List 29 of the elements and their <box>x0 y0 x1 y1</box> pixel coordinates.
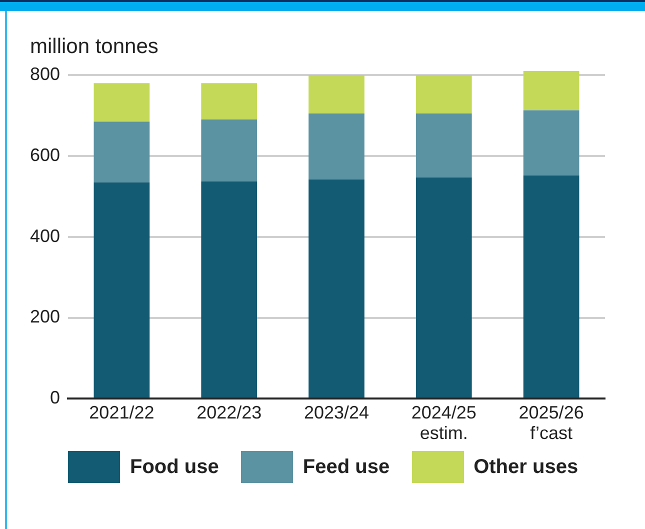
bar <box>201 181 258 398</box>
bar <box>523 71 580 110</box>
bar <box>94 122 150 182</box>
y-tick-label: 800 <box>30 64 60 84</box>
y-tick-label: 600 <box>30 144 60 165</box>
x-tick-label: 2021/22 <box>89 402 154 423</box>
y-axis-title: million tonnes <box>30 35 158 58</box>
x-tick-label: 2022/23 <box>196 402 262 423</box>
bar <box>416 113 472 178</box>
bar <box>201 120 258 182</box>
bar <box>201 83 258 120</box>
legend-label: Feed use <box>302 456 390 478</box>
y-tick-label: 400 <box>30 226 60 246</box>
bar <box>94 182 150 398</box>
y-tick-label: 0 <box>50 388 60 408</box>
x-tick-label: 2024/25 estim. <box>411 402 476 443</box>
y-tick-label: 200 <box>30 306 60 327</box>
legend-label: Other uses <box>474 456 578 478</box>
bar <box>416 177 472 398</box>
legend-label: Food use <box>130 456 219 478</box>
bar <box>94 83 150 122</box>
x-tick-label: 2023/24 <box>304 402 370 423</box>
bar <box>308 179 364 398</box>
bar <box>308 75 364 114</box>
bar <box>523 175 580 398</box>
bar <box>523 110 580 176</box>
bar <box>416 75 472 114</box>
x-tick-label: 2025/26 f’cast <box>518 402 584 443</box>
bar <box>308 113 364 180</box>
